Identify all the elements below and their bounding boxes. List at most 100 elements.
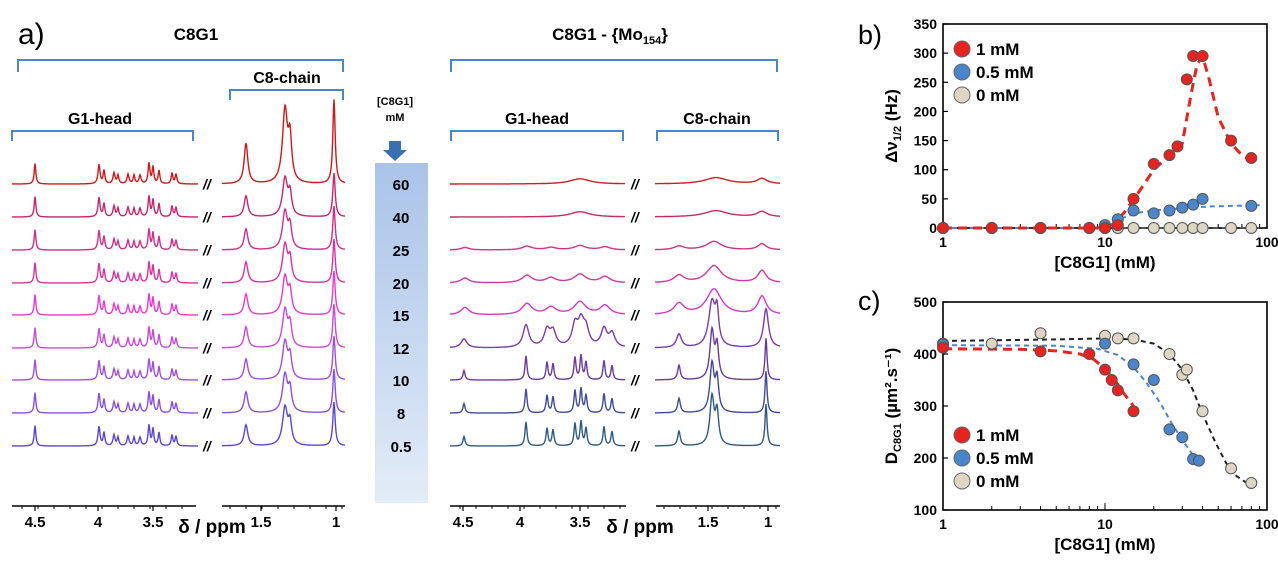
left-chain-trace-5 <box>222 304 346 349</box>
data-point <box>1245 476 1258 489</box>
x-tick-label-1.5: 1.5 <box>251 514 272 531</box>
data-point <box>1192 454 1205 467</box>
left-head-trace-5 <box>12 326 198 349</box>
break-left-2: // <box>202 242 213 258</box>
c8-chain-bracket-left <box>229 89 344 100</box>
conc-label-10: 10 <box>393 373 410 390</box>
x-tick-label-1: 1 <box>939 516 947 532</box>
c8-chain-bracket-right <box>656 130 779 141</box>
data-point <box>1127 192 1140 205</box>
data-point <box>1127 405 1140 418</box>
break-right-1: // <box>630 209 641 225</box>
conc-arrow-icon <box>383 141 407 161</box>
break-right-2: // <box>630 242 641 258</box>
data-point <box>1187 198 1200 211</box>
data-point <box>1245 152 1258 165</box>
spectra-left-stack <box>12 99 346 447</box>
y-tick-label-0: 0 <box>929 220 937 236</box>
right-chain-trace-6 <box>655 325 780 381</box>
data-point <box>1127 332 1140 345</box>
data-point <box>1127 204 1140 217</box>
conc-label-0.5: 0.5 <box>391 439 412 456</box>
break-left-6: // <box>202 372 213 388</box>
left-head-trace-4 <box>12 293 198 316</box>
legend-marker <box>953 86 971 104</box>
data-point <box>1196 405 1209 418</box>
left-head-trace-6 <box>12 358 198 381</box>
x-tick-label-3.5: 3.5 <box>143 514 164 531</box>
data-point <box>1245 222 1258 234</box>
x-tick-label-1: 1 <box>332 514 340 531</box>
x-tick-label-10: 10 <box>1097 234 1113 250</box>
data-point <box>937 341 949 354</box>
right-chain-trace-4 <box>655 288 781 315</box>
conc-scale-bar <box>375 163 428 503</box>
right-head-trace-8 <box>450 419 626 447</box>
right-head-trace-4 <box>450 300 625 315</box>
left-chain-trace-2 <box>222 206 346 251</box>
break-left-8: // <box>202 438 213 454</box>
data-point <box>1163 423 1176 436</box>
break-left-1: // <box>202 209 213 225</box>
data-point <box>1225 134 1238 147</box>
legend-label: 1 mM <box>976 426 1019 445</box>
right-chain-trace-0 <box>655 176 780 185</box>
g1-head-label-left: G1-head <box>68 111 132 128</box>
data-point <box>1127 222 1140 234</box>
data-point <box>1163 204 1176 217</box>
data-point <box>1099 363 1111 376</box>
right-chain-trace-8 <box>655 391 780 447</box>
right-group-bracket <box>450 59 778 72</box>
c8-chain-label-left: C8-chain <box>253 70 321 87</box>
conc-label-20: 20 <box>393 276 410 293</box>
x-tick-label-10: 10 <box>1097 516 1113 532</box>
legend-marker <box>953 426 971 444</box>
x-axis-label: [C8G1] (mM) <box>1054 253 1155 272</box>
conc-header-line2: mM <box>386 112 405 124</box>
data-point <box>1083 348 1096 360</box>
c8-chain-label-right: C8-chain <box>683 111 751 128</box>
conc-header-line1: [C8G1] <box>377 96 413 108</box>
data-point <box>1099 337 1111 350</box>
left-head-trace-0 <box>12 162 198 185</box>
y-tick-label-100: 100 <box>914 502 938 518</box>
x-tick-label-4: 4 <box>94 514 103 531</box>
left-head-trace-2 <box>12 228 198 251</box>
break-right-8: // <box>630 438 641 454</box>
break-left-7: // <box>202 405 213 421</box>
conc-label-15: 15 <box>393 308 410 325</box>
break-right-6: // <box>630 372 641 388</box>
y-tick-label-100: 100 <box>914 162 938 178</box>
data-point <box>1147 157 1160 170</box>
conc-label-40: 40 <box>393 210 410 227</box>
spectra-right-stack <box>450 176 781 447</box>
x-axis-label: δ / ppm <box>606 517 673 538</box>
g1-head-label-right: G1-head <box>505 111 569 128</box>
fit-line-05mM <box>942 344 1204 464</box>
data-point <box>1245 199 1258 212</box>
data-point <box>1196 50 1209 63</box>
fit-line-1mM <box>943 52 1253 230</box>
data-point <box>1180 73 1193 86</box>
y-tick-label-350: 350 <box>914 16 938 32</box>
data-point <box>1196 222 1209 234</box>
right-head-trace-5 <box>450 312 626 349</box>
legend-label: 0.5 mM <box>976 449 1034 468</box>
x-tick-label-4: 4 <box>516 514 525 531</box>
panel-a-axes: 4.5 4 3.5 1.5 1 δ / ppm 4.5 4 3.5 1.5 1 δ / ppm <box>12 505 780 538</box>
x-tick-label-100: 100 <box>1255 516 1278 532</box>
right-chain-trace-3 <box>654 264 781 283</box>
break-right-5: // <box>630 340 641 356</box>
break-right-3: // <box>630 275 641 291</box>
y-tick-label-500: 500 <box>914 294 938 310</box>
data-point <box>1105 374 1118 386</box>
data-point <box>985 222 998 234</box>
legend-label: 1 mM <box>976 40 1019 59</box>
data-point <box>1111 384 1124 397</box>
data-point <box>1127 358 1140 371</box>
y-tick-label-200: 200 <box>914 103 938 119</box>
left-group-title: C8G1 <box>174 25 218 44</box>
data-point <box>1111 219 1124 232</box>
left-head-trace-1 <box>12 195 198 218</box>
